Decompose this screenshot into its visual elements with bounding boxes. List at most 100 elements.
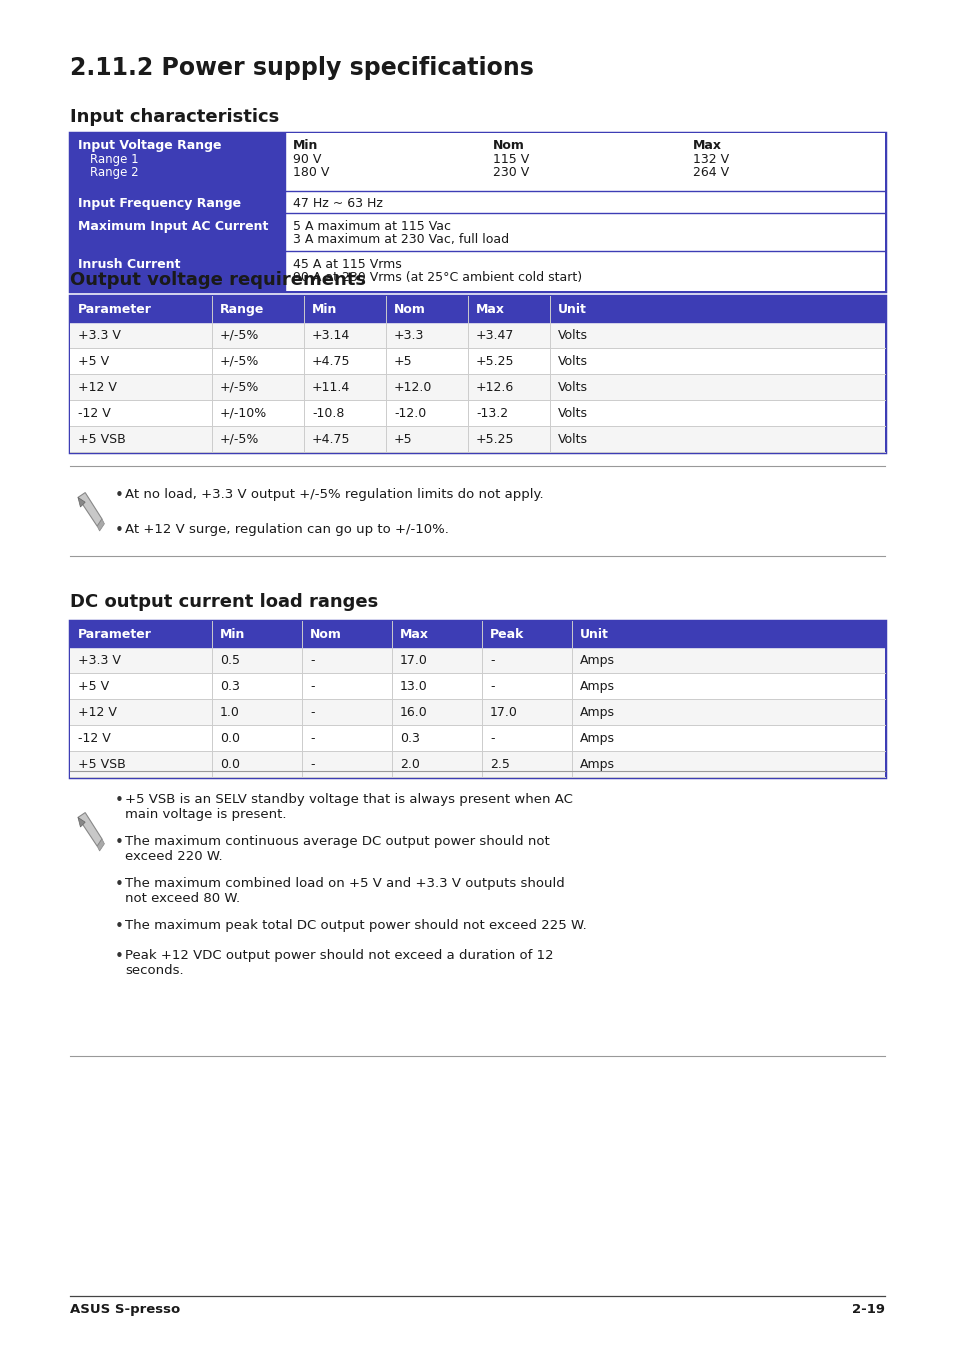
Text: +12.6: +12.6 bbox=[476, 381, 514, 394]
Text: Nom: Nom bbox=[394, 303, 425, 316]
Text: +12 V: +12 V bbox=[78, 381, 117, 394]
Text: Min: Min bbox=[293, 139, 318, 153]
Text: Range 2: Range 2 bbox=[90, 166, 138, 178]
Text: +12 V: +12 V bbox=[78, 707, 117, 719]
Text: Unit: Unit bbox=[579, 628, 608, 640]
Text: +4.75: +4.75 bbox=[312, 355, 350, 367]
Text: Nom: Nom bbox=[310, 628, 341, 640]
Text: Peak: Peak bbox=[490, 628, 524, 640]
Text: Input characteristics: Input characteristics bbox=[70, 108, 279, 126]
Text: Volts: Volts bbox=[558, 407, 587, 420]
Bar bbox=[70, 426, 884, 453]
Text: Amps: Amps bbox=[579, 707, 615, 719]
Text: At no load, +3.3 V output +/-5% regulation limits do not apply.: At no load, +3.3 V output +/-5% regulati… bbox=[125, 488, 543, 501]
Text: +5.25: +5.25 bbox=[476, 355, 514, 367]
Bar bbox=[70, 132, 285, 190]
Text: 132 V: 132 V bbox=[692, 153, 728, 166]
Bar bbox=[70, 621, 884, 777]
Text: 0.5: 0.5 bbox=[220, 654, 240, 667]
Text: The maximum combined load on +5 V and +3.3 V outputs should
not exceed 80 W.: The maximum combined load on +5 V and +3… bbox=[125, 877, 564, 905]
Text: 13.0: 13.0 bbox=[399, 680, 427, 693]
Bar bbox=[285, 132, 884, 190]
Text: -: - bbox=[310, 732, 314, 744]
Text: +3.14: +3.14 bbox=[312, 330, 350, 342]
Text: Min: Min bbox=[220, 628, 245, 640]
Polygon shape bbox=[78, 812, 102, 846]
Text: +5: +5 bbox=[394, 355, 413, 367]
Text: +/-5%: +/-5% bbox=[220, 381, 259, 394]
Text: The maximum continuous average DC output power should not
exceed 220 W.: The maximum continuous average DC output… bbox=[125, 835, 549, 863]
Text: +3.3: +3.3 bbox=[394, 330, 424, 342]
Text: -: - bbox=[310, 758, 314, 771]
Text: 17.0: 17.0 bbox=[490, 707, 517, 719]
Bar bbox=[70, 190, 285, 213]
Bar bbox=[70, 725, 884, 751]
Text: +/-5%: +/-5% bbox=[220, 355, 259, 367]
Text: Amps: Amps bbox=[579, 758, 615, 771]
Text: DC output current load ranges: DC output current load ranges bbox=[70, 593, 377, 611]
Text: +5 VSB is an SELV standby voltage that is always present when AC
main voltage is: +5 VSB is an SELV standby voltage that i… bbox=[125, 793, 572, 821]
Text: +5 VSB: +5 VSB bbox=[78, 434, 126, 446]
Text: Amps: Amps bbox=[579, 732, 615, 744]
Text: +5 V: +5 V bbox=[78, 355, 109, 367]
Bar bbox=[285, 190, 884, 213]
Text: Unit: Unit bbox=[558, 303, 586, 316]
Text: At +12 V surge, regulation can go up to +/-10%.: At +12 V surge, regulation can go up to … bbox=[125, 523, 449, 536]
Text: Parameter: Parameter bbox=[78, 628, 152, 640]
Text: -: - bbox=[490, 680, 494, 693]
Text: 2.5: 2.5 bbox=[490, 758, 509, 771]
Text: Nom: Nom bbox=[493, 139, 524, 153]
Text: Amps: Amps bbox=[579, 654, 615, 667]
Text: -12 V: -12 V bbox=[78, 407, 111, 420]
Text: •: • bbox=[115, 877, 124, 892]
Text: Max: Max bbox=[476, 303, 504, 316]
Text: 115 V: 115 V bbox=[493, 153, 529, 166]
Text: 0.3: 0.3 bbox=[399, 732, 419, 744]
Text: •: • bbox=[115, 835, 124, 850]
Text: •: • bbox=[115, 488, 124, 503]
Text: -10.8: -10.8 bbox=[312, 407, 344, 420]
Text: +5 V: +5 V bbox=[78, 680, 109, 693]
Bar bbox=[70, 647, 884, 673]
Text: 264 V: 264 V bbox=[692, 166, 728, 178]
Bar bbox=[70, 132, 884, 290]
Bar bbox=[285, 251, 884, 290]
Bar bbox=[70, 751, 884, 777]
Text: -: - bbox=[310, 680, 314, 693]
Text: Min: Min bbox=[312, 303, 337, 316]
Text: Range: Range bbox=[220, 303, 264, 316]
Text: Volts: Volts bbox=[558, 381, 587, 394]
Text: Parameter: Parameter bbox=[78, 303, 152, 316]
Text: -12 V: -12 V bbox=[78, 732, 111, 744]
Bar bbox=[70, 698, 884, 725]
Text: 47 Hz ~ 63 Hz: 47 Hz ~ 63 Hz bbox=[293, 197, 382, 209]
Polygon shape bbox=[97, 839, 104, 851]
Text: +11.4: +11.4 bbox=[312, 381, 350, 394]
Text: Volts: Volts bbox=[558, 330, 587, 342]
Polygon shape bbox=[78, 817, 85, 827]
Text: 2.0: 2.0 bbox=[399, 758, 419, 771]
Bar bbox=[285, 213, 884, 251]
Bar bbox=[70, 213, 285, 251]
Text: +/-5%: +/-5% bbox=[220, 434, 259, 446]
Bar bbox=[70, 296, 884, 453]
Text: Peak +12 VDC output power should not exceed a duration of 12
seconds.: Peak +12 VDC output power should not exc… bbox=[125, 948, 553, 977]
Text: 90 V: 90 V bbox=[293, 153, 321, 166]
Text: +3.47: +3.47 bbox=[476, 330, 514, 342]
Text: •: • bbox=[115, 793, 124, 808]
Text: 180 V: 180 V bbox=[293, 166, 329, 178]
Text: 2-19: 2-19 bbox=[851, 1302, 884, 1316]
Bar bbox=[70, 251, 285, 290]
Text: Range 1: Range 1 bbox=[90, 153, 138, 166]
Text: -13.2: -13.2 bbox=[476, 407, 508, 420]
Text: -: - bbox=[490, 654, 494, 667]
Text: Output voltage requirements: Output voltage requirements bbox=[70, 272, 366, 289]
Polygon shape bbox=[78, 497, 85, 507]
Text: -: - bbox=[310, 707, 314, 719]
Text: 0.0: 0.0 bbox=[220, 732, 240, 744]
Text: Input Frequency Range: Input Frequency Range bbox=[78, 197, 241, 209]
Text: Maximum Input AC Current: Maximum Input AC Current bbox=[78, 220, 268, 232]
Text: ASUS S-presso: ASUS S-presso bbox=[70, 1302, 180, 1316]
Text: Max: Max bbox=[399, 628, 429, 640]
Text: 16.0: 16.0 bbox=[399, 707, 427, 719]
